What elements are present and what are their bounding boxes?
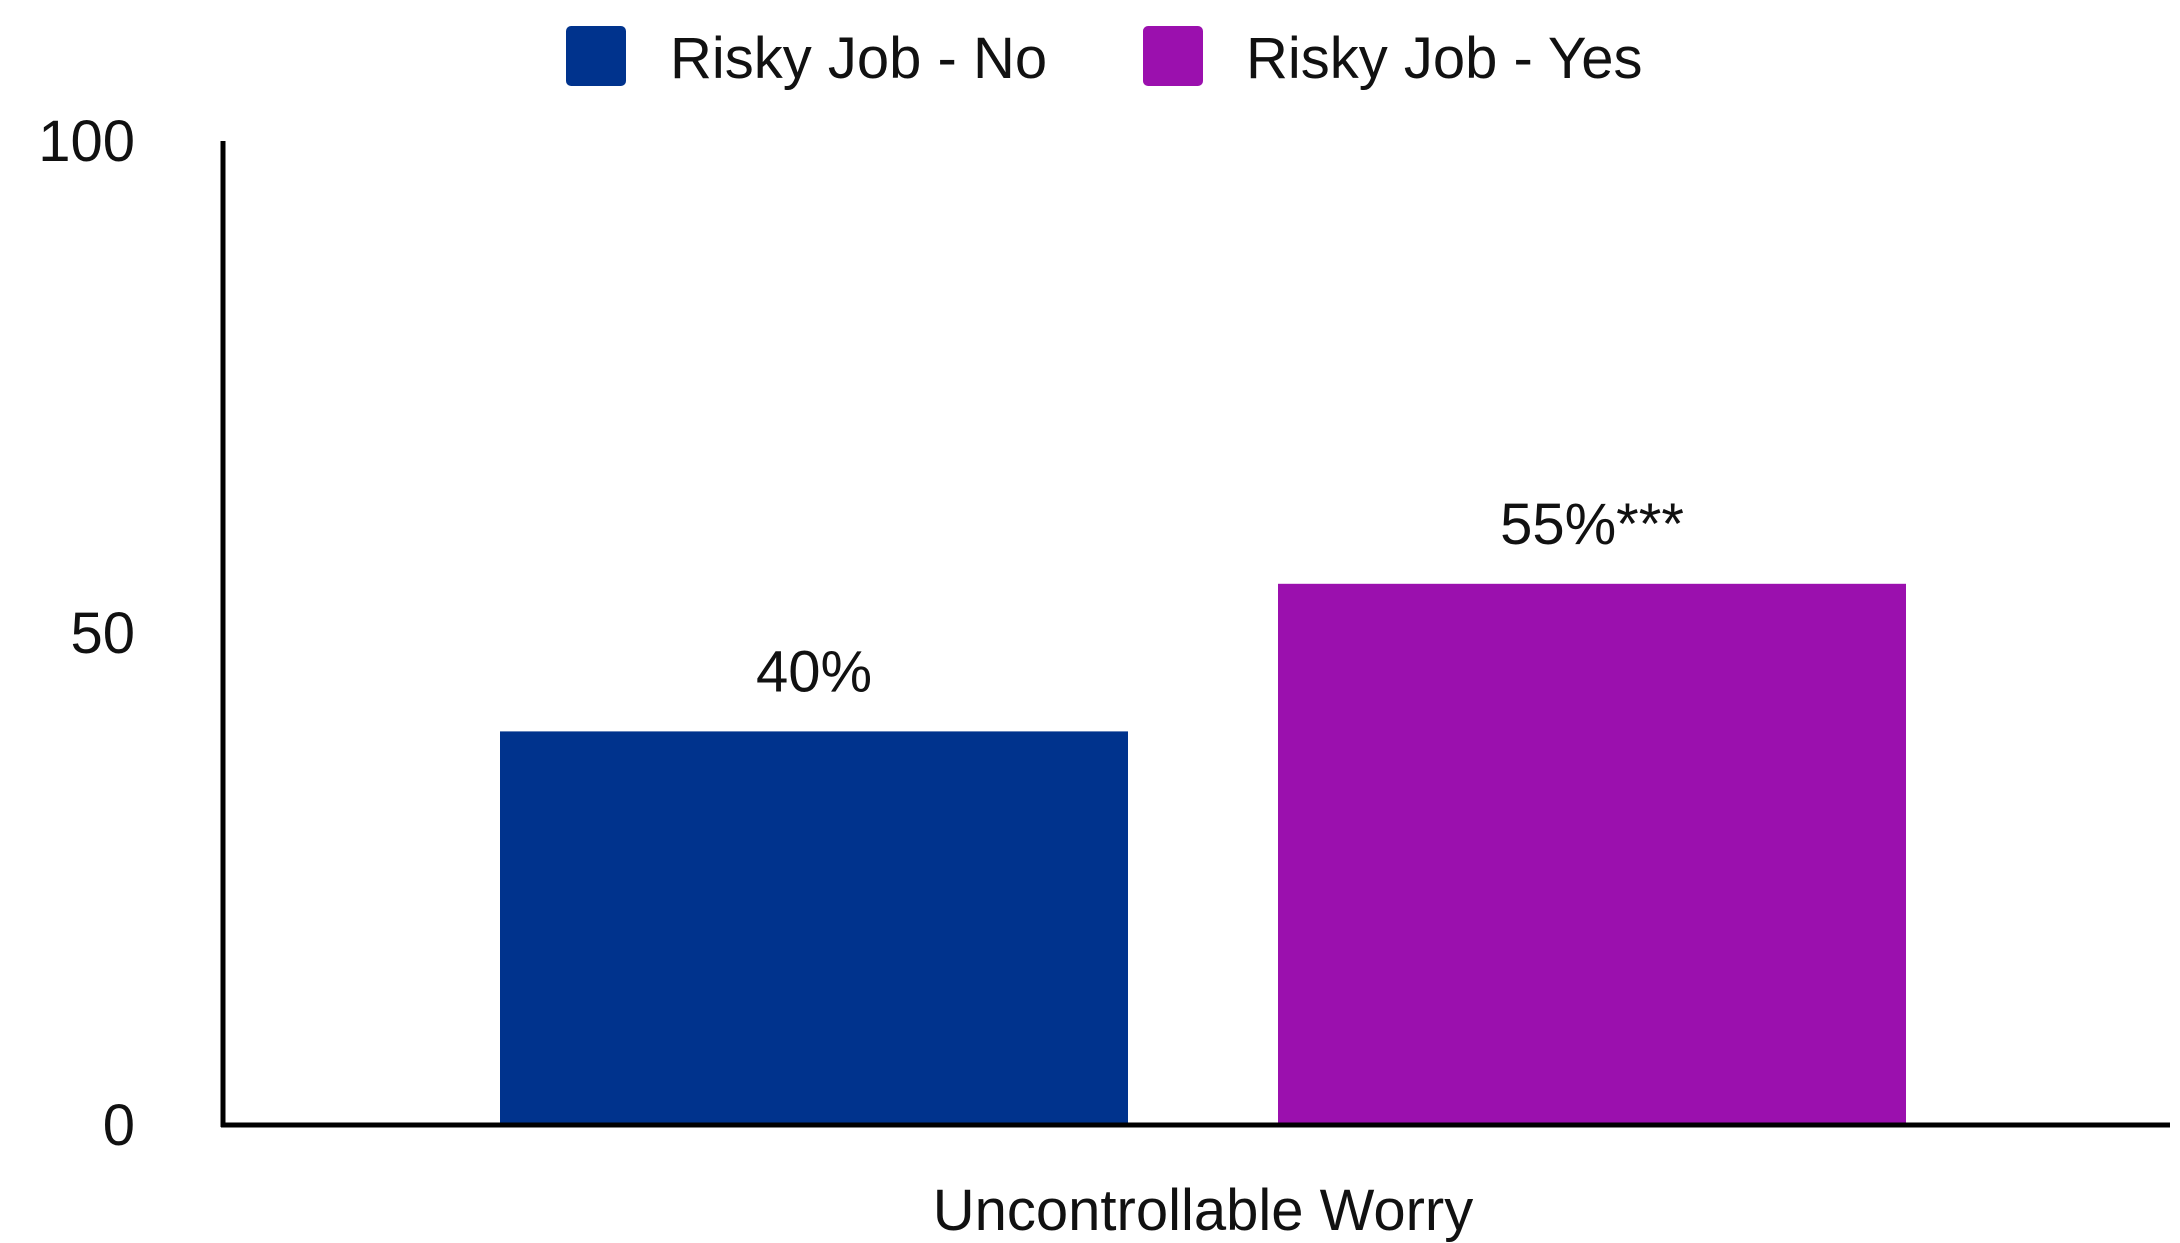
y-tick-label: 50 [70,601,135,666]
bar-risky-job-no [500,731,1128,1125]
y-axis-ticks: 0 50 100 [38,109,135,1158]
data-label: 55%*** [1500,492,1684,557]
legend: Risky Job - No Risky Job - Yes [566,26,1643,91]
bars [500,583,1906,1125]
x-axis-categories: Uncontrollable Worry [933,1178,1473,1243]
legend-swatch [566,26,626,86]
x-category-label: Uncontrollable Worry [933,1178,1473,1243]
bar-risky-job-yes [1278,583,1906,1125]
y-tick-label: 0 [103,1093,135,1158]
legend-swatch [1143,26,1203,86]
y-tick-label: 100 [38,109,135,174]
data-label: 40% [756,639,872,704]
data-labels: 40% 55%*** [756,492,1684,705]
legend-label: Risky Job - Yes [1246,26,1643,91]
legend-label: Risky Job - No [670,26,1047,91]
